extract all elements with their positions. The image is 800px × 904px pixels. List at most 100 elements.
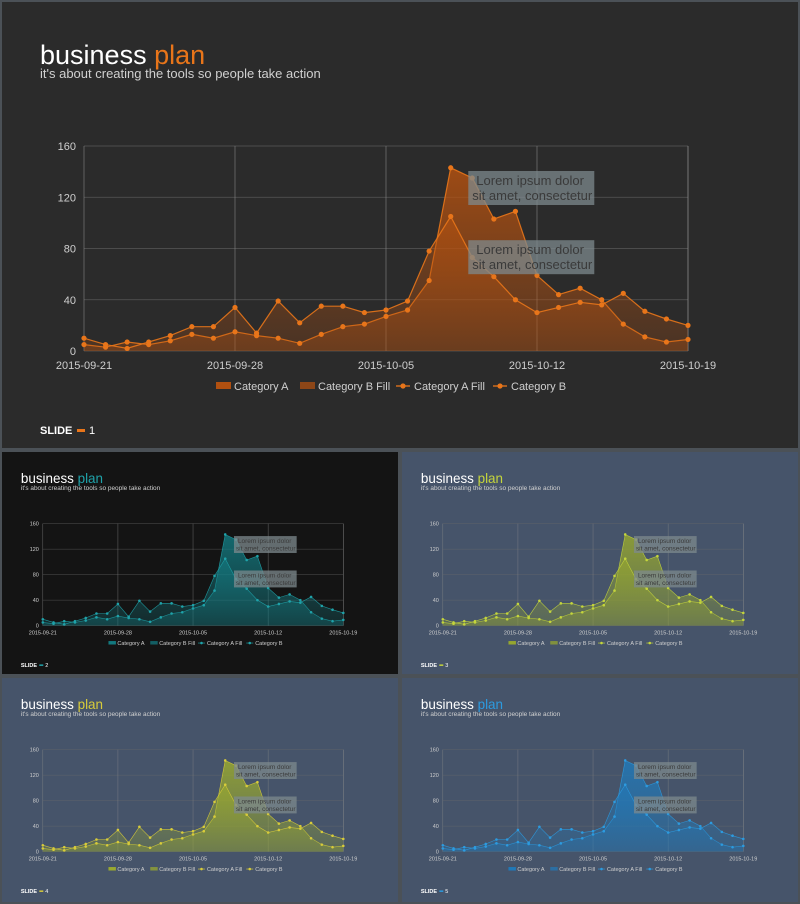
data-point (232, 329, 238, 335)
data-point (256, 598, 259, 602)
y-tick-label: 40 (64, 295, 76, 307)
data-point (341, 837, 345, 841)
data-point (591, 829, 595, 833)
data-point (642, 308, 648, 314)
data-point (159, 616, 163, 619)
data-point (256, 824, 259, 828)
x-tick-label: 2015-09-21 (29, 857, 57, 863)
legend-marker (600, 867, 603, 871)
data-point (159, 842, 163, 845)
data-point (645, 784, 648, 788)
data-point (340, 324, 346, 330)
slide-subtitle: it's about creating the tools so people … (40, 66, 321, 81)
annotation-line: sit amet, consectetur (472, 257, 593, 272)
slide-5[interactable]: business plan it's about creating the too… (402, 678, 798, 902)
data-point (613, 815, 616, 818)
data-point (741, 837, 745, 841)
data-point (642, 334, 648, 340)
slide-number: 3 (445, 663, 448, 669)
y-tick-label: 120 (430, 547, 439, 553)
data-point (741, 611, 745, 615)
data-point (720, 843, 724, 846)
data-point (124, 345, 130, 352)
x-tick-label: 2015-10-19 (329, 857, 357, 863)
series-area (84, 167, 688, 351)
y-tick-label: 40 (33, 824, 39, 830)
data-point (538, 825, 541, 829)
slide-2[interactable]: business plan it's about creating the too… (2, 452, 398, 674)
data-point (441, 617, 445, 621)
data-point (340, 303, 346, 309)
data-point (677, 596, 681, 599)
legend-marker (248, 641, 252, 645)
data-point (462, 849, 466, 852)
series-area (42, 760, 344, 852)
data-point (688, 600, 691, 603)
slide-subtitle: it's about creating the tools so people … (21, 485, 161, 492)
data-point (181, 605, 184, 608)
slide-background (402, 678, 798, 902)
data-point (277, 822, 281, 825)
data-point (516, 840, 520, 844)
legend-marker (248, 867, 252, 871)
data-point (581, 610, 584, 614)
data-point (159, 828, 163, 831)
data-point (167, 338, 173, 344)
data-point (623, 557, 627, 560)
data-point (473, 619, 477, 623)
x-tick-label: 2015-10-05 (179, 857, 207, 863)
annotation-line: Lorem ipsum dolor (638, 538, 692, 545)
data-point (577, 285, 583, 291)
x-tick-label: 2015-09-28 (504, 631, 532, 637)
data-point (656, 824, 659, 828)
annotation-line: Lorem ipsum dolor (476, 173, 584, 188)
data-point (266, 605, 270, 608)
data-point (288, 819, 291, 822)
data-point (602, 829, 606, 833)
data-point (266, 831, 270, 834)
series-area (42, 558, 344, 626)
y-tick-label: 80 (433, 573, 439, 579)
data-point (741, 618, 745, 622)
data-point (309, 836, 313, 840)
y-tick-label: 80 (33, 799, 39, 805)
slide-background (2, 452, 398, 674)
title-main: business (421, 471, 474, 486)
y-tick-label: 160 (430, 748, 439, 754)
data-point (741, 844, 745, 848)
slide-3[interactable]: business plan it's about creating the too… (402, 452, 798, 674)
legend-entry: Category A (517, 867, 544, 873)
data-point (62, 845, 66, 849)
data-point (623, 533, 627, 536)
data-point (591, 833, 595, 836)
data-point (223, 557, 227, 560)
data-point (331, 834, 334, 837)
data-point (84, 616, 88, 620)
slide-subtitle: it's about creating the tools so people … (421, 711, 561, 718)
data-point (426, 248, 432, 254)
data-point (731, 608, 734, 611)
slide-label-dash (439, 890, 444, 892)
data-point (116, 840, 120, 844)
x-tick-label: 2015-09-21 (429, 631, 457, 637)
x-tick-label: 2015-10-05 (579, 631, 607, 637)
legend-entry: Category A (117, 641, 144, 647)
slide-1[interactable]: business plan it's about creating the too… (2, 2, 798, 448)
data-point (404, 298, 411, 304)
data-point (484, 619, 488, 622)
data-point (663, 316, 670, 322)
slide-4[interactable]: business plan it's about creating the too… (2, 678, 398, 902)
data-point (341, 618, 345, 622)
annotation-background (468, 240, 595, 275)
x-tick-label: 2015-09-28 (504, 857, 532, 863)
data-point (677, 602, 681, 606)
annotation-line: sit amet, consectetur (472, 188, 593, 203)
data-point (577, 299, 583, 305)
data-point (491, 216, 497, 222)
x-tick-label: 2015-09-28 (104, 857, 132, 863)
title-accent: plan (78, 471, 103, 486)
data-point (656, 598, 659, 602)
